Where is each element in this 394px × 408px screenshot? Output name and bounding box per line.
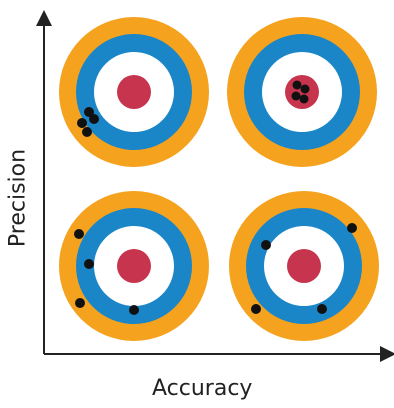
target-bottom-right	[229, 191, 379, 341]
target-top-left	[59, 17, 209, 167]
hit-marker	[82, 127, 92, 137]
hit-marker	[129, 305, 139, 315]
bullseye	[287, 249, 321, 283]
hit-marker	[292, 80, 302, 90]
hit-marker	[261, 240, 271, 250]
hit-marker	[84, 259, 94, 269]
hit-marker	[317, 304, 327, 314]
bullseye	[117, 75, 151, 109]
x-axis-label: Accuracy	[152, 376, 253, 401]
hit-marker	[74, 229, 84, 239]
hit-marker	[75, 298, 85, 308]
hit-marker	[300, 84, 310, 94]
hit-marker	[77, 118, 87, 128]
hit-marker	[251, 304, 261, 314]
target-bottom-left	[59, 191, 209, 341]
hit-marker	[84, 107, 94, 117]
hit-marker	[299, 94, 309, 104]
y-axis-label: Precision	[5, 148, 31, 248]
hit-marker	[347, 223, 357, 233]
hit-marker	[291, 91, 301, 101]
bullseye	[117, 249, 151, 283]
target-top-right	[227, 17, 377, 167]
hit-marker	[89, 114, 99, 124]
